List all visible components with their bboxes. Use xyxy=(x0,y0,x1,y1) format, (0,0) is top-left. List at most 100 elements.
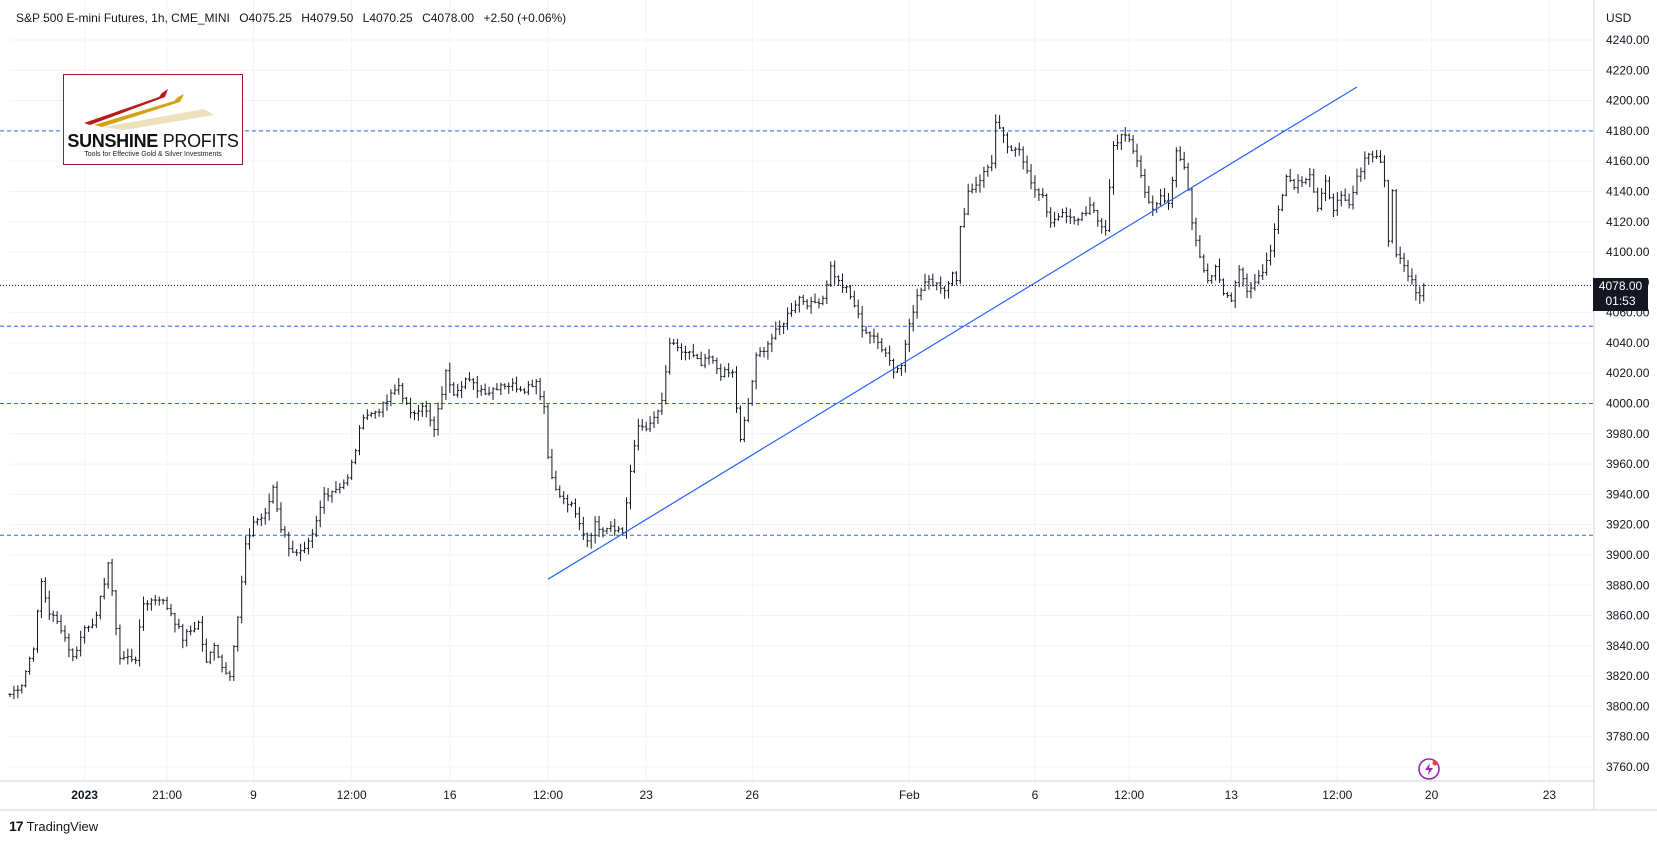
symbol-title[interactable]: S&P 500 E-mini Futures, 1h, CME_MINI xyxy=(16,11,230,25)
ohlc-bar xyxy=(569,501,574,507)
ohlc-bar xyxy=(1229,292,1233,303)
ohlc-bar xyxy=(330,490,334,503)
ohlc-bar xyxy=(1076,217,1080,226)
ohlc-bar xyxy=(986,164,990,177)
ohlc-bar xyxy=(1351,185,1355,210)
sunshine-profits-logo: SUNSHINE PROFITS Tools for Effective Gol… xyxy=(63,74,243,165)
currency-label: USD xyxy=(1606,11,1632,25)
ohlc-bar xyxy=(1064,207,1068,224)
ohlc-bar xyxy=(153,594,157,606)
ohlc-bar xyxy=(173,612,177,633)
ohlc-bar xyxy=(1162,188,1167,204)
ohlc-bar xyxy=(872,328,876,344)
ohlc-bar xyxy=(192,621,197,633)
ohlc-bar xyxy=(907,318,911,353)
ohlc-bar xyxy=(357,425,362,456)
ohlc-bar xyxy=(833,260,837,285)
ohlc-bar xyxy=(1347,193,1351,209)
ohlc-bar xyxy=(134,656,138,665)
ohlc-bar xyxy=(554,470,558,491)
ohlc-bar xyxy=(1221,278,1226,296)
ohlc-bar xyxy=(1045,193,1049,218)
y-tick-label: 3920.00 xyxy=(1606,518,1650,532)
y-tick-label: 4000.00 xyxy=(1606,397,1650,411)
ohlc-bar xyxy=(514,376,519,393)
ohlc-bar xyxy=(852,290,856,308)
ohlc-bar xyxy=(224,662,228,675)
y-tick-label: 4040.00 xyxy=(1606,336,1650,350)
ohlc-bar xyxy=(1182,151,1186,170)
ohlc-bar xyxy=(935,282,939,291)
ohlc-bar xyxy=(691,343,695,358)
y-tick-label: 4160.00 xyxy=(1606,154,1650,168)
ohlc-bar xyxy=(530,379,534,388)
ohlc-bar xyxy=(275,481,279,513)
ohlc-bar xyxy=(373,410,377,419)
ohlc-bar xyxy=(306,537,311,555)
ohlc-bar xyxy=(636,418,640,451)
ohlc-bar xyxy=(974,176,978,193)
ohlc-bar xyxy=(302,541,307,554)
ohlc-bar xyxy=(487,386,491,396)
y-tick-label: 4220.00 xyxy=(1606,63,1650,77)
ohlc-bar xyxy=(664,364,668,405)
ohlc-bar xyxy=(730,369,735,378)
ohlc-bar xyxy=(1410,268,1414,285)
ohlc-bar xyxy=(534,379,538,395)
ohlc-bar xyxy=(880,338,884,353)
ohlc-bar xyxy=(970,183,974,194)
ohlc-bar xyxy=(577,507,582,531)
ohlc-bar xyxy=(436,402,440,436)
low-value: L4070.25 xyxy=(362,11,413,25)
ohlc-bar xyxy=(59,614,63,634)
x-tick-label: 12:00 xyxy=(337,788,367,802)
ohlc-bar xyxy=(593,516,597,544)
ohlc-bar xyxy=(990,154,994,172)
ohlc-bar xyxy=(888,345,892,366)
ohlc-bar xyxy=(452,382,456,397)
ohlc-bar xyxy=(1143,168,1147,199)
y-tick-label: 3980.00 xyxy=(1606,427,1650,441)
ohlc-bar xyxy=(8,693,12,698)
ohlc-bar xyxy=(727,363,731,378)
ohlc-bar xyxy=(1343,188,1347,202)
y-tick-label: 3820.00 xyxy=(1606,669,1650,683)
ohlc-bar xyxy=(840,273,845,293)
ohlc-bar xyxy=(1005,132,1010,154)
ohlc-bar xyxy=(507,382,511,394)
ohlc-bar xyxy=(1210,275,1214,284)
ohlc-bar xyxy=(1288,168,1292,183)
ohlc-bar xyxy=(1009,145,1013,152)
ohlc-bar xyxy=(338,483,342,494)
ohlc-bar xyxy=(522,388,527,395)
ohlc-bar xyxy=(110,558,114,596)
ohlc-bar xyxy=(322,486,326,514)
lightning-icon[interactable] xyxy=(1418,758,1440,780)
ohlc-bar xyxy=(83,625,87,644)
ohlc-bar xyxy=(236,616,240,652)
ohlc-bar xyxy=(271,484,275,504)
ohlc-bar xyxy=(365,409,369,420)
ohlc-bar xyxy=(39,578,44,619)
ohlc-bar xyxy=(228,670,232,681)
ohlc-bar xyxy=(1159,189,1163,207)
ohlc-bar xyxy=(1390,189,1394,244)
ohlc-bar xyxy=(1119,133,1123,151)
ohlc-bar xyxy=(47,590,51,620)
ohlc-bar xyxy=(90,618,95,629)
ohlc-bar xyxy=(605,527,609,535)
ohlc-bar xyxy=(1107,179,1112,233)
ohlc-bar xyxy=(1284,174,1288,197)
ohlc-bar xyxy=(408,397,413,419)
tradingview-brand[interactable]: 17 TradingView xyxy=(9,818,98,834)
ohlc-bar xyxy=(346,474,350,486)
ohlc-bar xyxy=(1237,265,1241,288)
bar-countdown: 01:53 xyxy=(1605,294,1636,308)
ohlc-bar xyxy=(220,654,224,673)
ohlc-bar xyxy=(401,382,405,403)
ohlc-bar xyxy=(291,540,295,553)
ohlc-bar xyxy=(385,394,389,411)
ohlc-bar xyxy=(573,498,578,518)
last-price-value: 4078.00 xyxy=(1598,279,1643,293)
